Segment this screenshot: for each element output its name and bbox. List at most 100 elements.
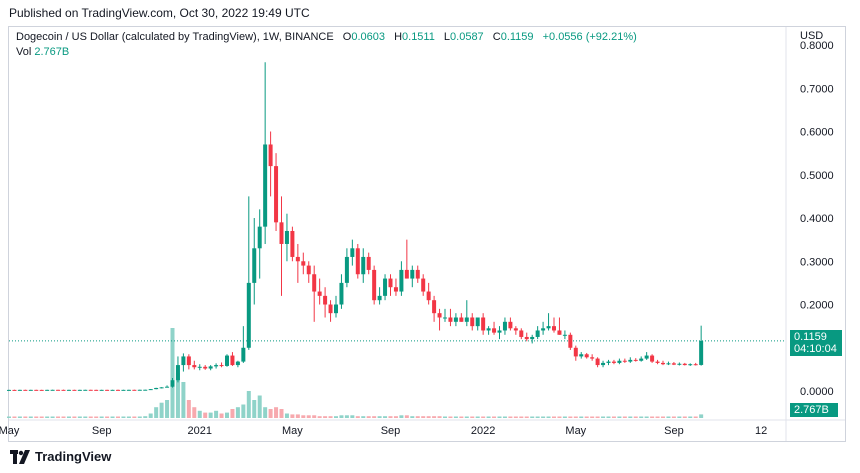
candle-body — [432, 300, 437, 314]
candle-body — [502, 321, 507, 331]
candle-body — [116, 389, 120, 391]
candle-body — [453, 317, 458, 322]
volume-bar — [159, 402, 164, 418]
volume-bar — [257, 395, 262, 418]
volume-bar — [197, 410, 202, 418]
candle-body — [235, 361, 240, 366]
volume-bar — [17, 416, 22, 418]
volume-bar — [513, 416, 518, 418]
candle-body — [312, 274, 317, 292]
candle-body — [121, 389, 126, 391]
candle-body — [622, 360, 627, 362]
candle-body — [671, 363, 676, 365]
candle-body — [666, 363, 671, 365]
volume-bar — [328, 416, 333, 418]
price-tick-label: 0.6000 — [800, 127, 834, 139]
volume-bar — [383, 416, 388, 418]
volume-bar — [263, 407, 268, 418]
volume-bar — [23, 416, 28, 418]
volume-bar — [39, 416, 44, 418]
volume-bar — [350, 415, 355, 418]
time-tick-label: Sep — [381, 425, 401, 437]
volume-bar — [699, 414, 704, 418]
candle-body — [197, 366, 202, 368]
volume-bar — [508, 416, 513, 418]
candle-body — [573, 347, 578, 357]
candle-body — [88, 389, 93, 391]
volume-bar — [644, 416, 649, 418]
volume-bar — [284, 413, 289, 418]
candle-body — [546, 326, 551, 329]
candle-body — [639, 358, 644, 361]
volume-bar — [562, 416, 567, 418]
symbol-title[interactable]: Dogecoin / US Dollar (calculated by Trad… — [16, 31, 334, 43]
candle-body — [301, 261, 306, 266]
price-tick-label: 0.7000 — [800, 83, 834, 95]
candle-body — [557, 330, 562, 335]
volume-bar — [601, 416, 606, 418]
volume-bar — [671, 416, 676, 418]
candle-body — [399, 269, 404, 292]
candle-body — [274, 166, 279, 223]
volume-bar — [126, 416, 131, 418]
volume-bar — [573, 416, 578, 418]
close-label: C — [492, 31, 501, 43]
volume-bar — [606, 416, 611, 418]
candle-body — [279, 222, 284, 244]
published-caption: Published on TradingView.com, Oct 30, 20… — [9, 6, 310, 20]
candle-body — [99, 389, 104, 391]
candle-body — [154, 387, 159, 390]
volume-bar — [121, 416, 126, 418]
volume-bar — [459, 416, 464, 418]
candle-body — [257, 226, 262, 249]
volume-bar — [568, 416, 573, 418]
candle-body — [56, 389, 61, 391]
open-value: 0.0603 — [351, 31, 385, 43]
volume-bar — [617, 416, 622, 418]
volume-bar — [208, 412, 213, 418]
candle-body — [181, 356, 186, 366]
volume-value: 2.767B — [34, 46, 70, 58]
volume-bar — [230, 409, 235, 418]
volume-bar — [443, 416, 447, 418]
candle-body — [350, 248, 355, 257]
volume-bar — [535, 416, 540, 418]
volume-bar — [628, 416, 633, 418]
volume-bar — [34, 416, 39, 418]
footer-brand[interactable]: TradingView — [10, 449, 111, 464]
candle-body — [72, 389, 77, 391]
candle-body — [39, 389, 44, 391]
candle-body — [306, 265, 311, 275]
candle-body — [497, 330, 502, 333]
volume-bar — [268, 409, 273, 418]
volume-bar — [448, 416, 453, 418]
volume-bar — [312, 415, 317, 418]
volume-label[interactable]: Vol — [16, 46, 32, 58]
candle-body — [366, 256, 371, 270]
candle-body — [186, 356, 191, 366]
volume-bar — [421, 416, 426, 418]
volume-bar — [339, 415, 344, 418]
candle-body — [552, 326, 556, 331]
candle-body — [437, 313, 442, 318]
volume-bar — [541, 416, 546, 418]
chart-frame[interactable] — [8, 26, 846, 442]
candle-body — [170, 380, 175, 387]
volume-bar — [590, 416, 595, 418]
candle-body — [606, 361, 611, 363]
volume-bar — [497, 416, 502, 418]
candle-body — [415, 269, 420, 279]
volume-bar — [426, 416, 431, 418]
volume-bar — [279, 409, 284, 418]
candle-body — [83, 389, 88, 391]
candle-body — [677, 363, 682, 365]
volume-bar — [530, 416, 535, 418]
candle-body — [486, 328, 491, 331]
candle-body — [290, 230, 295, 257]
volume-bar — [611, 416, 616, 418]
candle-body — [699, 340, 704, 365]
candle-body — [159, 387, 164, 389]
volume-bar — [399, 415, 404, 418]
volume-bar — [181, 382, 186, 418]
